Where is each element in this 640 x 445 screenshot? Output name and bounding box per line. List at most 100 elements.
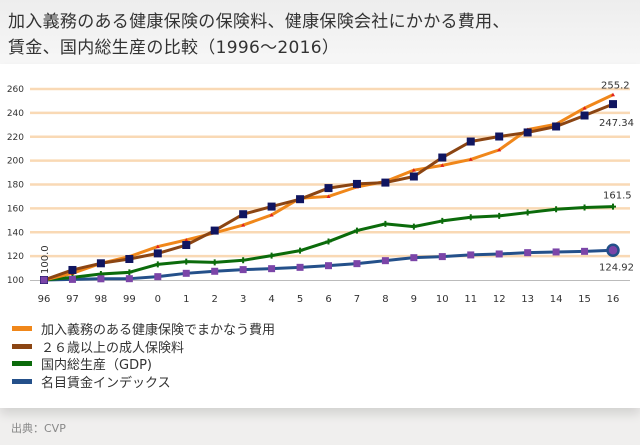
x-tick-label: 12 bbox=[493, 294, 506, 305]
data-point bbox=[126, 269, 133, 276]
data-point bbox=[182, 269, 190, 277]
x-tick-label: 10 bbox=[436, 294, 449, 305]
x-tick-label: 11 bbox=[464, 294, 477, 305]
y-tick-label: 180 bbox=[7, 181, 24, 191]
y-tick-label: 260 bbox=[7, 85, 24, 95]
x-tick-label: 0 bbox=[155, 294, 161, 305]
data-point bbox=[438, 253, 446, 261]
x-tick-label: 99 bbox=[123, 294, 136, 305]
data-point bbox=[611, 92, 615, 97]
data-point bbox=[440, 163, 445, 167]
x-tick-label: 7 bbox=[354, 294, 360, 305]
data-point bbox=[410, 223, 417, 230]
data-point bbox=[353, 227, 360, 234]
source-note: 出典：CVP bbox=[11, 422, 66, 435]
data-point bbox=[524, 209, 531, 216]
data-point bbox=[610, 203, 616, 210]
data-point bbox=[125, 254, 134, 263]
data-label: 161.5 bbox=[603, 191, 632, 202]
data-point bbox=[297, 247, 304, 254]
data-point bbox=[325, 262, 332, 270]
data-point bbox=[240, 257, 247, 264]
x-tick-label: 13 bbox=[521, 294, 534, 305]
data-point bbox=[353, 260, 361, 268]
y-tick-label: 140 bbox=[7, 228, 24, 238]
y-tick-label: 100 bbox=[7, 276, 24, 286]
x-tick-label: 8 bbox=[382, 294, 388, 305]
data-label: 247.34 bbox=[599, 118, 634, 129]
legend-item: 加入義務のある健康保険でまかなう費用 bbox=[12, 320, 275, 338]
y-tick-label: 160 bbox=[7, 204, 24, 214]
x-tick-label: 15 bbox=[578, 294, 591, 305]
y-tick-label: 220 bbox=[7, 133, 24, 143]
chart-panel bbox=[0, 64, 640, 408]
data-point bbox=[155, 244, 160, 249]
data-point bbox=[68, 275, 76, 283]
data-point bbox=[352, 179, 361, 188]
data-point bbox=[125, 275, 133, 283]
legend-label: 加入義務のある健康保険でまかなう費用 bbox=[41, 323, 276, 339]
data-label: 100.0 bbox=[40, 245, 51, 274]
y-tick-label: 200 bbox=[7, 157, 24, 167]
data-point bbox=[582, 106, 587, 110]
data-point bbox=[239, 266, 247, 274]
chart-title: 加入義務のある健康保険の保険料、健康保険会社にかかる費用、 賃金、国内総生産の比… bbox=[0, 0, 640, 64]
data-point bbox=[153, 249, 162, 258]
x-tick-label: 6 bbox=[325, 294, 331, 305]
data-point bbox=[154, 273, 162, 281]
data-point bbox=[154, 261, 161, 268]
data-point bbox=[326, 194, 331, 198]
data-point bbox=[40, 276, 48, 284]
data-point bbox=[581, 247, 589, 255]
data-point bbox=[211, 259, 218, 266]
x-tick-label: 1 bbox=[183, 294, 189, 305]
x-tick-label: 3 bbox=[240, 294, 246, 305]
data-point bbox=[296, 195, 305, 204]
data-point bbox=[410, 254, 418, 262]
data-point bbox=[439, 217, 446, 224]
data-label: 255.2 bbox=[601, 81, 630, 92]
data-point bbox=[467, 214, 474, 221]
data-point bbox=[183, 258, 190, 265]
legend-swatch bbox=[12, 326, 32, 332]
data-point bbox=[68, 265, 77, 274]
data-point bbox=[609, 100, 617, 109]
y-tick-label: 120 bbox=[7, 252, 24, 262]
data-point bbox=[184, 238, 189, 242]
x-tick-label: 96 bbox=[38, 294, 51, 305]
data-point bbox=[296, 263, 304, 271]
x-tick-label: 14 bbox=[550, 294, 563, 305]
data-point bbox=[182, 241, 191, 250]
legend-item: 名目賃金インデックス bbox=[12, 373, 275, 391]
data-point bbox=[495, 132, 504, 141]
legend-item: ２６歳以上の成人保険料 bbox=[12, 338, 275, 356]
data-point bbox=[467, 251, 475, 259]
legend-item: 国内総生産（GDP) bbox=[12, 355, 275, 373]
x-tick-label: 5 bbox=[297, 294, 303, 305]
data-point bbox=[580, 111, 589, 120]
data-point bbox=[552, 122, 561, 131]
data-point bbox=[325, 238, 332, 245]
data-point bbox=[411, 168, 416, 172]
legend-label: 国内総生産（GDP) bbox=[41, 358, 152, 374]
legend: 加入義務のある健康保険でまかなう費用 ２６歳以上の成人保険料 国内総生産（GDP) 名… bbox=[12, 320, 275, 391]
title-line-2: 賃金、国内総生産の比較（1996～2016） bbox=[8, 38, 340, 58]
data-point bbox=[324, 184, 333, 193]
data-point bbox=[268, 265, 276, 273]
data-point-highlight bbox=[606, 243, 620, 258]
data-point bbox=[239, 210, 248, 219]
y-tick-label: 240 bbox=[7, 109, 24, 119]
data-point bbox=[269, 212, 274, 217]
data-point bbox=[496, 212, 503, 219]
legend-swatch bbox=[12, 361, 32, 367]
data-point bbox=[96, 259, 105, 268]
x-tick-label: 16 bbox=[607, 294, 620, 305]
legend-label: ２６歳以上の成人保険料 bbox=[41, 340, 185, 356]
data-point bbox=[468, 157, 473, 161]
data-point bbox=[381, 178, 390, 187]
x-tick-label: 2 bbox=[212, 294, 218, 305]
data-point bbox=[211, 267, 219, 275]
data-point bbox=[268, 252, 275, 259]
data-point bbox=[497, 147, 502, 152]
